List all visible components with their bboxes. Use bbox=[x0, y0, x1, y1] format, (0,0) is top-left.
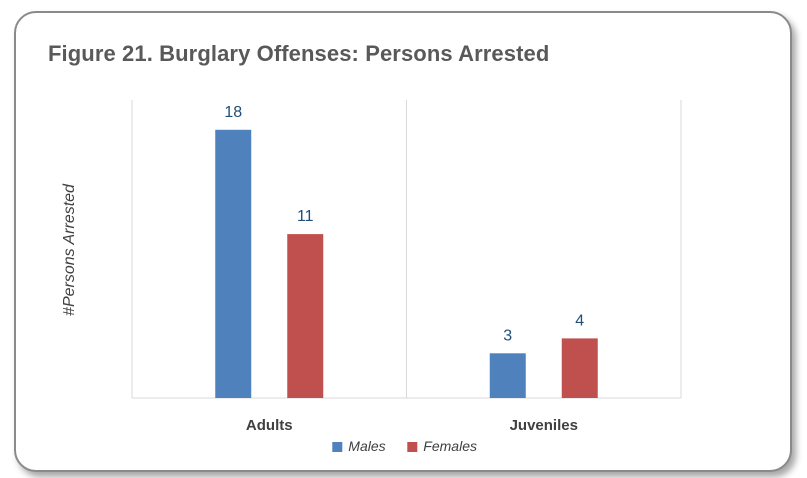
chart-frame bbox=[14, 11, 792, 472]
data-label: 3 bbox=[503, 327, 512, 344]
y-axis-label: #Persons Arrested bbox=[61, 183, 78, 316]
x-tick-label: Juveniles bbox=[510, 417, 578, 434]
bar-females-juveniles bbox=[561, 338, 598, 398]
legend-swatch-females bbox=[407, 442, 418, 452]
data-label: 4 bbox=[575, 312, 584, 329]
bar-males-juveniles bbox=[489, 353, 526, 398]
data-label: 18 bbox=[224, 104, 242, 121]
plot-area: 18 11 Adults 3 4 Juveniles Males Females bbox=[131, 100, 682, 454]
bar-males-adults bbox=[215, 129, 252, 399]
legend-label-males: Males bbox=[348, 438, 385, 454]
legend-swatch-males bbox=[332, 442, 343, 452]
chart-title: Figure 21. Burglary Offenses: Persons Ar… bbox=[48, 41, 550, 66]
bar-females-adults bbox=[287, 234, 324, 398]
legend-label-females: Females bbox=[423, 438, 477, 454]
x-tick-label: Adults bbox=[246, 417, 293, 434]
data-label: 11 bbox=[297, 208, 314, 225]
